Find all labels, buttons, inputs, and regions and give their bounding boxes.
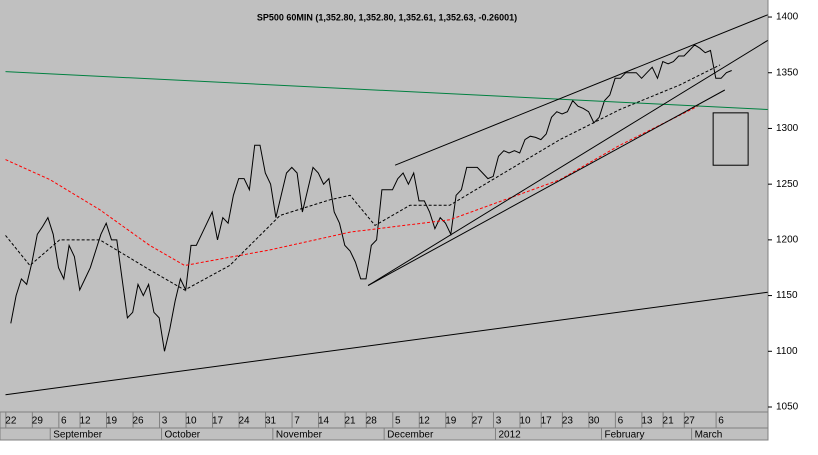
series-line [5,71,768,110]
x-tick-label: 5 [395,416,401,427]
month-label: October [165,430,201,441]
target-box [712,112,749,166]
y-tick-label: 1100 [776,346,798,357]
x-tick-label: 28 [366,416,378,427]
x-tick-label: 19 [106,416,118,427]
month-label: September [53,430,103,441]
month-label: November [276,430,323,441]
x-tick-label: 7 [294,416,300,427]
series-line [367,39,768,286]
x-tick-label: 6 [61,416,67,427]
y-tick-label: 1300 [776,123,799,134]
x-tick-label: 23 [562,416,574,427]
plot-area [0,0,768,412]
x-tick-label: 17 [541,416,553,427]
series-line [5,291,768,396]
series-line [5,104,701,267]
x-tick-label: 27 [684,416,696,427]
x-tick-label: 21 [663,416,675,427]
chart-title: SP500 60MIN (1,352.80, 1,352.80, 1,352.6… [257,12,517,22]
x-tick-label: 10 [519,416,531,427]
y-tick-label: 1200 [776,235,799,246]
month-label: March [695,430,723,441]
month-label: December [387,430,434,441]
x-tick-label: 12 [79,416,91,427]
y-tick-label: 1150 [776,290,798,301]
x-tick-label: 6 [718,416,724,427]
x-tick-label: 17 [212,416,224,427]
x-tick-label: 19 [445,416,457,427]
x-tick-label: 10 [185,416,197,427]
x-tick-label: 3 [496,416,502,427]
y-tick-label: 1350 [776,67,799,78]
x-tick-label: 30 [588,416,600,427]
series-line [5,64,721,291]
y-tick-label: 1250 [776,179,799,190]
month-label: February [604,430,644,441]
series-line [10,44,732,352]
x-tick-label: 21 [344,416,356,427]
x-tick-label: 29 [32,416,44,427]
x-tick-label: 6 [618,416,624,427]
series-line [367,89,726,286]
x-tick-label: 22 [5,416,17,427]
y-tick-label: 1400 [776,12,799,23]
x-tick-label: 31 [265,416,277,427]
y-tick-label: 1050 [776,402,799,413]
x-tick-label: 13 [641,416,653,427]
x-tick-label: 24 [238,416,250,427]
x-tick-label: 3 [162,416,168,427]
x-tick-label: 12 [419,416,431,427]
month-label: 2012 [498,430,521,441]
x-tick-label: 27 [472,416,484,427]
x-tick-label: 26 [132,416,144,427]
x-tick-label: 14 [318,416,330,427]
series-line [394,14,768,166]
